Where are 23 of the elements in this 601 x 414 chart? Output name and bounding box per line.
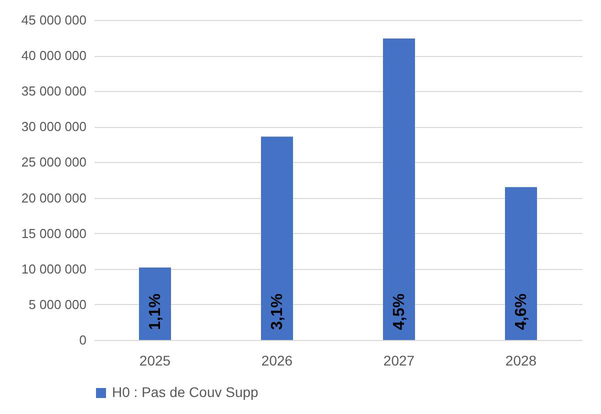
annotation: 4,5% — [391, 294, 408, 330]
y-tick-label: 45 000 000 — [21, 12, 86, 28]
x-tick-label: 2028 — [505, 352, 537, 368]
y-tick-label: 5 000 000 — [28, 296, 86, 312]
y-tick-label: 40 000 000 — [21, 48, 86, 64]
x-tick-label: 2026 — [261, 352, 293, 368]
annotation: 3,1% — [269, 294, 286, 330]
legend-label: H0 : Pas de Couv Supp — [112, 384, 259, 400]
y-tick-label: 20 000 000 — [21, 190, 86, 206]
annotation: 4,6% — [513, 294, 530, 330]
bar — [383, 38, 415, 340]
y-tick-label: 30 000 000 — [21, 119, 86, 134]
y-tick-label: 10 000 000 — [21, 261, 86, 276]
x-tick-label: 2025 — [139, 352, 171, 368]
bar — [505, 187, 537, 340]
bar — [261, 136, 293, 340]
bar — [139, 267, 171, 340]
y-tick-label: 25 000 000 — [21, 154, 86, 170]
y-tick-label: 35 000 000 — [21, 84, 86, 99]
annotation: 1,1% — [147, 294, 164, 330]
y-tick-label: 0 — [79, 332, 86, 348]
x-tick-label: 2027 — [383, 352, 415, 368]
y-tick-label: 15 000 000 — [21, 226, 86, 241]
